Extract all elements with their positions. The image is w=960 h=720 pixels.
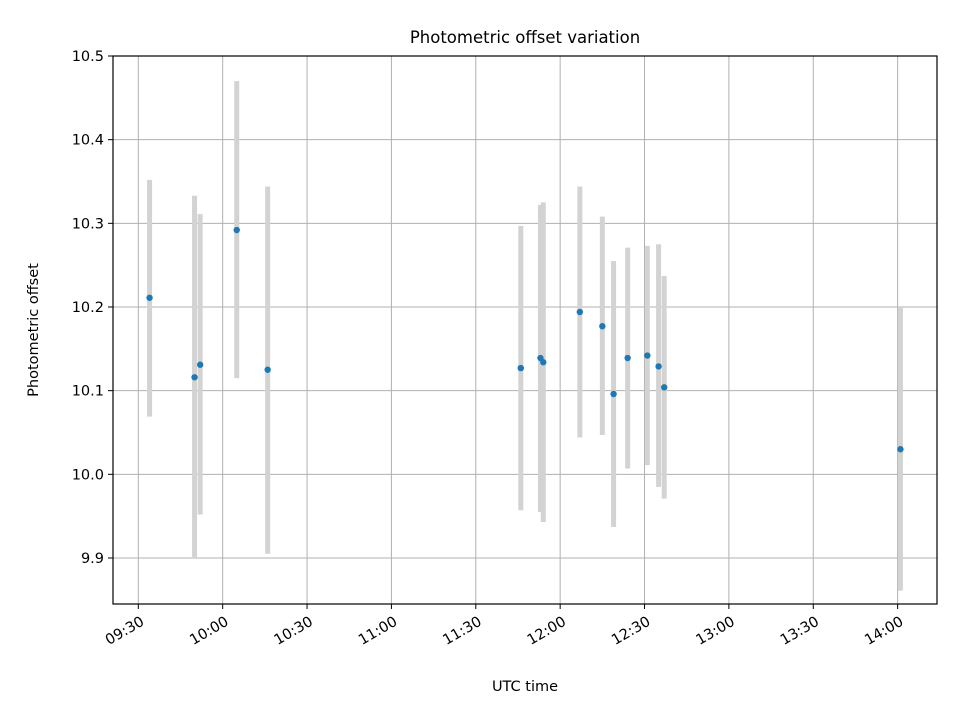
y-tick-label: 9.9 — [81, 551, 104, 567]
x-tick-label: 11:00 — [356, 614, 400, 649]
data-point — [517, 364, 524, 372]
data-point — [599, 323, 606, 330]
error-bars — [147, 81, 903, 591]
x-tick-label: 14:00 — [862, 614, 906, 649]
y-tick-label: 10.0 — [72, 467, 104, 483]
data-point — [644, 352, 651, 359]
data-point — [191, 374, 198, 381]
data-point — [264, 366, 271, 373]
x-tick-label: 10:00 — [187, 614, 231, 649]
y-tick-label: 10.4 — [72, 133, 104, 149]
y-axis-label: Photometric offset — [26, 263, 42, 397]
data-points — [146, 226, 904, 453]
x-tick-label: 11:30 — [440, 614, 484, 649]
x-tick-label: 09:30 — [103, 614, 147, 649]
data-point — [655, 363, 662, 370]
data-point — [233, 226, 240, 234]
plot-frame — [112, 55, 938, 605]
y-tick-label: 10.5 — [72, 49, 104, 65]
x-tick-label: 10:30 — [272, 614, 316, 649]
y-tick-label: 10.3 — [72, 216, 104, 232]
data-point — [576, 308, 584, 316]
data-point — [540, 359, 547, 366]
data-point — [897, 446, 904, 453]
data-point — [196, 361, 204, 368]
chart-title: Photometric offset variation — [410, 28, 640, 47]
x-tick-label: 12:30 — [609, 614, 653, 649]
data-point — [146, 294, 153, 301]
x-axis-label: UTC time — [492, 679, 558, 695]
data-point — [624, 354, 631, 362]
data-point — [610, 390, 617, 398]
x-tick-label: 13:00 — [693, 614, 737, 649]
data-point — [661, 384, 668, 391]
x-tick-label: 13:30 — [778, 614, 822, 649]
y-tick-label: 10.1 — [72, 384, 104, 400]
x-tick-label: 12:00 — [525, 614, 569, 649]
y-tick-label: 10.2 — [72, 300, 104, 316]
